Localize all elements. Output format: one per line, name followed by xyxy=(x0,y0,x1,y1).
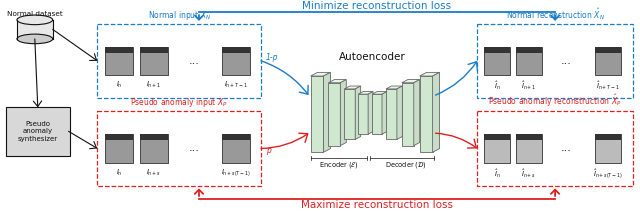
Text: Pseudo anomaly reconstruction $\hat{X}_P$: Pseudo anomaly reconstruction $\hat{X}_P… xyxy=(488,93,622,109)
Bar xyxy=(222,134,250,141)
Polygon shape xyxy=(340,80,346,146)
Text: $I_{n+s}$: $I_{n+s}$ xyxy=(147,168,161,178)
Polygon shape xyxy=(328,83,340,146)
Text: Normal reconstruction $\hat{X}_N$: Normal reconstruction $\hat{X}_N$ xyxy=(506,6,605,22)
Bar xyxy=(105,47,133,75)
Polygon shape xyxy=(386,86,403,89)
Text: Minimize reconstruction loss: Minimize reconstruction loss xyxy=(303,1,452,11)
Polygon shape xyxy=(402,80,420,83)
Text: Autoencoder: Autoencoder xyxy=(339,52,406,62)
Polygon shape xyxy=(382,92,387,134)
Bar xyxy=(516,134,541,163)
Bar xyxy=(484,134,510,163)
Text: $\hat{I}_{n+s(T-1)}$: $\hat{I}_{n+s(T-1)}$ xyxy=(593,168,623,181)
Bar xyxy=(140,47,168,53)
Text: $\hat{I}_{n+s}$: $\hat{I}_{n+s}$ xyxy=(522,168,536,180)
Polygon shape xyxy=(328,80,346,83)
Polygon shape xyxy=(344,86,361,89)
Bar xyxy=(595,47,621,75)
Bar xyxy=(516,47,541,75)
Polygon shape xyxy=(420,72,440,76)
Bar xyxy=(140,134,168,163)
Bar xyxy=(595,134,621,141)
Text: $I_{n+T-1}$: $I_{n+T-1}$ xyxy=(225,80,248,90)
Polygon shape xyxy=(397,86,403,139)
Text: Normal input $X_N$: Normal input $X_N$ xyxy=(147,9,211,22)
Polygon shape xyxy=(433,72,440,152)
Text: p: p xyxy=(266,146,271,155)
Bar xyxy=(222,47,250,53)
Text: Decoder ($\mathcal{D}$): Decoder ($\mathcal{D}$) xyxy=(385,160,427,170)
Text: ...: ... xyxy=(189,56,200,66)
Text: $I_{n+1}$: $I_{n+1}$ xyxy=(147,80,161,90)
Bar xyxy=(595,134,621,163)
Text: Normal dataset: Normal dataset xyxy=(7,11,63,17)
Text: $I_{n+s(T-1)}$: $I_{n+s(T-1)}$ xyxy=(221,168,251,178)
Polygon shape xyxy=(372,94,382,134)
Bar xyxy=(222,47,250,75)
Text: $\hat{I}_n$: $\hat{I}_n$ xyxy=(493,168,500,180)
Polygon shape xyxy=(344,89,355,139)
Polygon shape xyxy=(310,72,330,76)
Bar xyxy=(222,134,250,163)
Polygon shape xyxy=(386,89,397,139)
Polygon shape xyxy=(413,80,420,146)
Bar xyxy=(484,134,510,141)
Text: $\hat{I}_n$: $\hat{I}_n$ xyxy=(493,80,500,92)
Text: Maximize reconstruction loss: Maximize reconstruction loss xyxy=(301,200,453,210)
FancyBboxPatch shape xyxy=(17,20,52,39)
Bar xyxy=(140,134,168,141)
Text: $I_n$: $I_n$ xyxy=(116,168,122,178)
Bar xyxy=(140,47,168,75)
Text: ...: ... xyxy=(561,56,572,66)
Polygon shape xyxy=(372,92,387,94)
Text: Pseudo
anomaly
synthesizer: Pseudo anomaly synthesizer xyxy=(18,121,58,142)
Text: $I_n$: $I_n$ xyxy=(116,80,122,90)
Bar xyxy=(484,47,510,53)
Text: 1-p: 1-p xyxy=(266,53,278,61)
Text: $\hat{I}_{n+T-1}$: $\hat{I}_{n+T-1}$ xyxy=(596,80,620,92)
Text: Encoder ($\mathcal{E}$): Encoder ($\mathcal{E}$) xyxy=(319,160,358,170)
Bar xyxy=(105,134,133,141)
Bar xyxy=(484,47,510,75)
Bar xyxy=(516,47,541,53)
Text: ...: ... xyxy=(189,143,200,153)
Ellipse shape xyxy=(17,34,52,44)
Polygon shape xyxy=(358,94,368,134)
Polygon shape xyxy=(355,86,361,139)
Polygon shape xyxy=(402,83,413,146)
Text: ...: ... xyxy=(561,143,572,153)
FancyBboxPatch shape xyxy=(6,107,70,156)
Polygon shape xyxy=(310,76,323,152)
Bar xyxy=(105,134,133,163)
Polygon shape xyxy=(420,76,433,152)
Ellipse shape xyxy=(17,15,52,25)
Bar xyxy=(105,47,133,53)
Text: $\hat{I}_{n+1}$: $\hat{I}_{n+1}$ xyxy=(521,80,536,92)
Polygon shape xyxy=(368,92,373,134)
Bar xyxy=(516,134,541,141)
Text: Pseudo anomaly input $X_P$: Pseudo anomaly input $X_P$ xyxy=(130,96,228,109)
Polygon shape xyxy=(323,72,330,152)
Bar xyxy=(595,47,621,53)
Polygon shape xyxy=(358,92,373,94)
